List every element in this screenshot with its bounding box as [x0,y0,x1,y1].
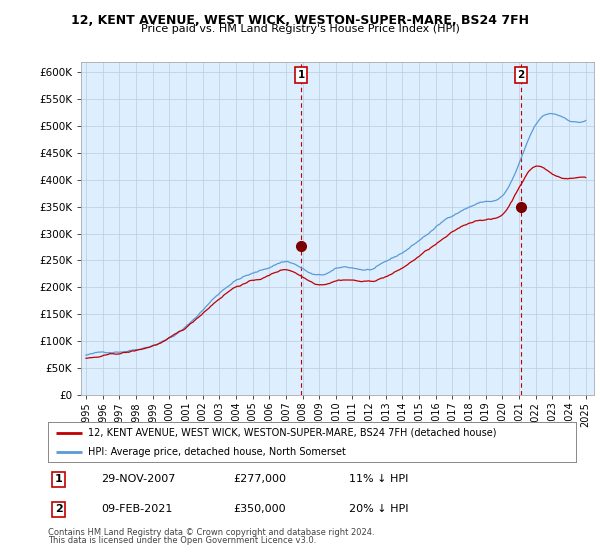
Text: 1: 1 [55,474,62,484]
Text: 20% ↓ HPI: 20% ↓ HPI [349,504,409,514]
Text: 12, KENT AVENUE, WEST WICK, WESTON-SUPER-MARE, BS24 7FH (detached house): 12, KENT AVENUE, WEST WICK, WESTON-SUPER… [88,428,496,438]
Text: Price paid vs. HM Land Registry's House Price Index (HPI): Price paid vs. HM Land Registry's House … [140,24,460,34]
Text: 1: 1 [298,70,305,80]
Text: 12, KENT AVENUE, WEST WICK, WESTON-SUPER-MARE, BS24 7FH: 12, KENT AVENUE, WEST WICK, WESTON-SUPER… [71,14,529,27]
Text: HPI: Average price, detached house, North Somerset: HPI: Average price, detached house, Nort… [88,447,346,457]
Text: 11% ↓ HPI: 11% ↓ HPI [349,474,409,484]
Text: Contains HM Land Registry data © Crown copyright and database right 2024.: Contains HM Land Registry data © Crown c… [48,528,374,536]
Text: This data is licensed under the Open Government Licence v3.0.: This data is licensed under the Open Gov… [48,536,316,545]
Text: 2: 2 [517,70,524,80]
Text: £277,000: £277,000 [233,474,286,484]
Text: 09-FEB-2021: 09-FEB-2021 [101,504,172,514]
Text: 2: 2 [55,504,62,514]
Text: 29-NOV-2007: 29-NOV-2007 [101,474,175,484]
Text: £350,000: £350,000 [233,504,286,514]
